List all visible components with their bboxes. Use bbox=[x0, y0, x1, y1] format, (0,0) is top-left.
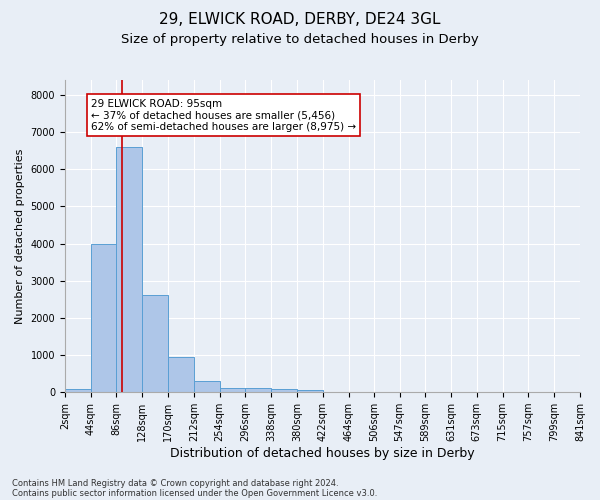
Bar bbox=[142, 295, 168, 392]
Bar bbox=[194, 380, 220, 392]
Bar bbox=[168, 356, 194, 392]
Text: Size of property relative to detached houses in Derby: Size of property relative to detached ho… bbox=[121, 32, 479, 46]
Bar bbox=[245, 388, 271, 392]
Y-axis label: Number of detached properties: Number of detached properties bbox=[15, 148, 25, 324]
Bar bbox=[116, 147, 142, 392]
Bar bbox=[91, 244, 116, 392]
Bar bbox=[65, 390, 91, 392]
Text: 29 ELWICK ROAD: 95sqm
← 37% of detached houses are smaller (5,456)
62% of semi-d: 29 ELWICK ROAD: 95sqm ← 37% of detached … bbox=[91, 98, 356, 132]
Bar bbox=[220, 388, 245, 392]
Bar bbox=[271, 388, 297, 392]
Bar bbox=[297, 390, 323, 392]
Text: Contains HM Land Registry data © Crown copyright and database right 2024.: Contains HM Land Registry data © Crown c… bbox=[12, 478, 338, 488]
Text: Contains public sector information licensed under the Open Government Licence v3: Contains public sector information licen… bbox=[12, 488, 377, 498]
Text: 29, ELWICK ROAD, DERBY, DE24 3GL: 29, ELWICK ROAD, DERBY, DE24 3GL bbox=[159, 12, 441, 28]
X-axis label: Distribution of detached houses by size in Derby: Distribution of detached houses by size … bbox=[170, 447, 475, 460]
